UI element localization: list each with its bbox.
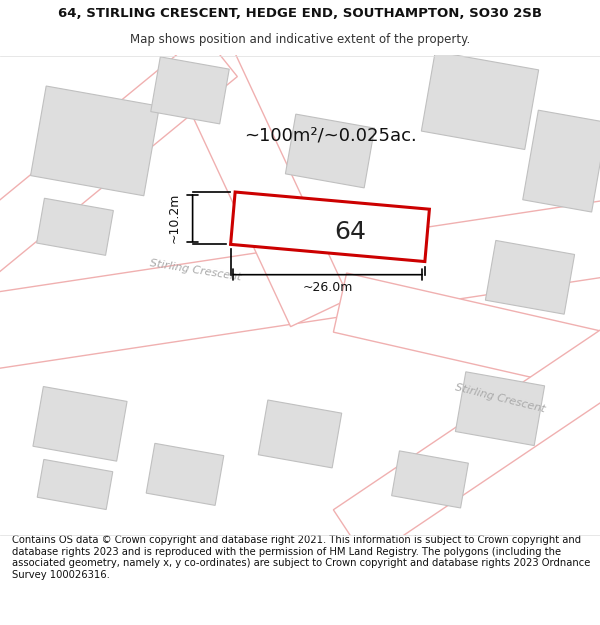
Text: Contains OS data © Crown copyright and database right 2021. This information is : Contains OS data © Crown copyright and d… <box>12 535 590 580</box>
Polygon shape <box>37 459 113 509</box>
Polygon shape <box>0 194 600 371</box>
Text: Stirling Crescent: Stirling Crescent <box>454 382 546 414</box>
Polygon shape <box>151 57 229 124</box>
Polygon shape <box>33 386 127 461</box>
Polygon shape <box>523 110 600 212</box>
Polygon shape <box>485 241 575 314</box>
Polygon shape <box>392 451 469 508</box>
Polygon shape <box>31 86 160 196</box>
Polygon shape <box>258 400 342 468</box>
Text: 64, STIRLING CRESCENT, HEDGE END, SOUTHAMPTON, SO30 2SB: 64, STIRLING CRESCENT, HEDGE END, SOUTHA… <box>58 8 542 20</box>
Polygon shape <box>421 51 539 149</box>
Polygon shape <box>230 192 430 261</box>
Text: Map shows position and indicative extent of the property.: Map shows position and indicative extent… <box>130 33 470 46</box>
Polygon shape <box>170 41 349 327</box>
Polygon shape <box>286 114 374 188</box>
Text: 64: 64 <box>334 220 366 244</box>
Polygon shape <box>146 443 224 506</box>
Text: ~10.2m: ~10.2m <box>168 193 181 243</box>
Polygon shape <box>37 198 113 256</box>
Text: ~100m²/~0.025ac.: ~100m²/~0.025ac. <box>244 127 416 145</box>
Text: ~26.0m: ~26.0m <box>302 281 353 294</box>
Polygon shape <box>334 308 600 560</box>
Polygon shape <box>455 372 545 446</box>
Polygon shape <box>334 273 600 403</box>
Text: Stirling Crescent: Stirling Crescent <box>149 258 241 282</box>
Polygon shape <box>0 33 238 274</box>
